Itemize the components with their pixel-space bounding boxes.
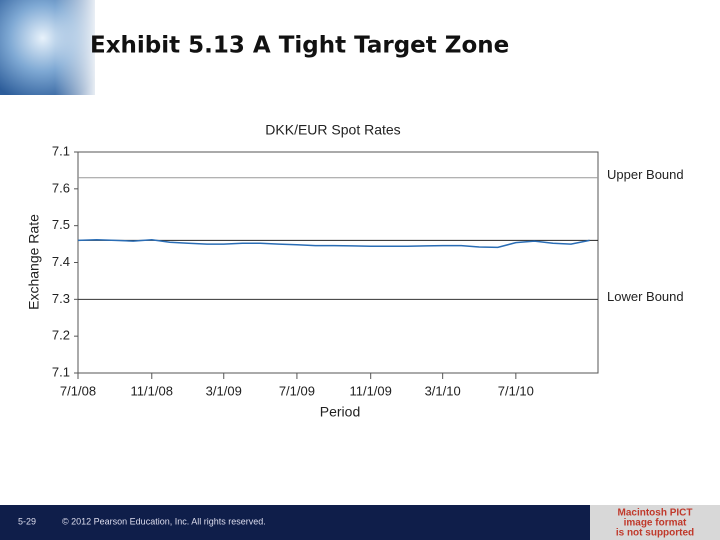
page-number: 5-29: [18, 516, 36, 526]
bound-label: Lower Bound: [607, 289, 684, 304]
y-tick-label: 7.5: [52, 217, 70, 232]
x-tick-label: 7/1/09: [279, 383, 315, 398]
x-tick-label: 7/1/08: [60, 383, 96, 398]
y-tick-label: 7.6: [52, 180, 70, 195]
image-notice: Macintosh PICT: [617, 508, 692, 519]
x-tick-label: 3/1/09: [206, 383, 242, 398]
bound-label: Upper Bound: [607, 167, 684, 182]
y-tick-label: 7.4: [52, 254, 70, 269]
slide-title: Exhibit 5.13 A Tight Target Zone: [90, 33, 509, 59]
y-tick-label: 7.2: [52, 328, 70, 343]
chart-title: DKK/EUR Spot Rates: [265, 122, 400, 138]
image-notice: image format: [624, 518, 687, 529]
image-notice: is not supported: [616, 528, 694, 539]
image-placeholder: [590, 505, 720, 540]
y-tick-label: 7.3: [52, 291, 70, 306]
x-tick-label: 11/1/09: [349, 383, 391, 398]
x-axis-label: Period: [320, 404, 360, 420]
x-tick-label: 7/1/10: [498, 383, 534, 398]
copyright: © 2012 Pearson Education, Inc. All right…: [62, 516, 266, 526]
globe-fade: [55, 0, 100, 95]
x-tick-label: 3/1/10: [425, 383, 461, 398]
y-tick-label: 7.1: [52, 143, 70, 158]
y-tick-label: 7.1: [52, 364, 70, 379]
x-tick-label: 11/1/08: [131, 383, 173, 398]
data-line: [77, 238, 590, 249]
y-axis-label: Exchange Rate: [26, 214, 42, 310]
